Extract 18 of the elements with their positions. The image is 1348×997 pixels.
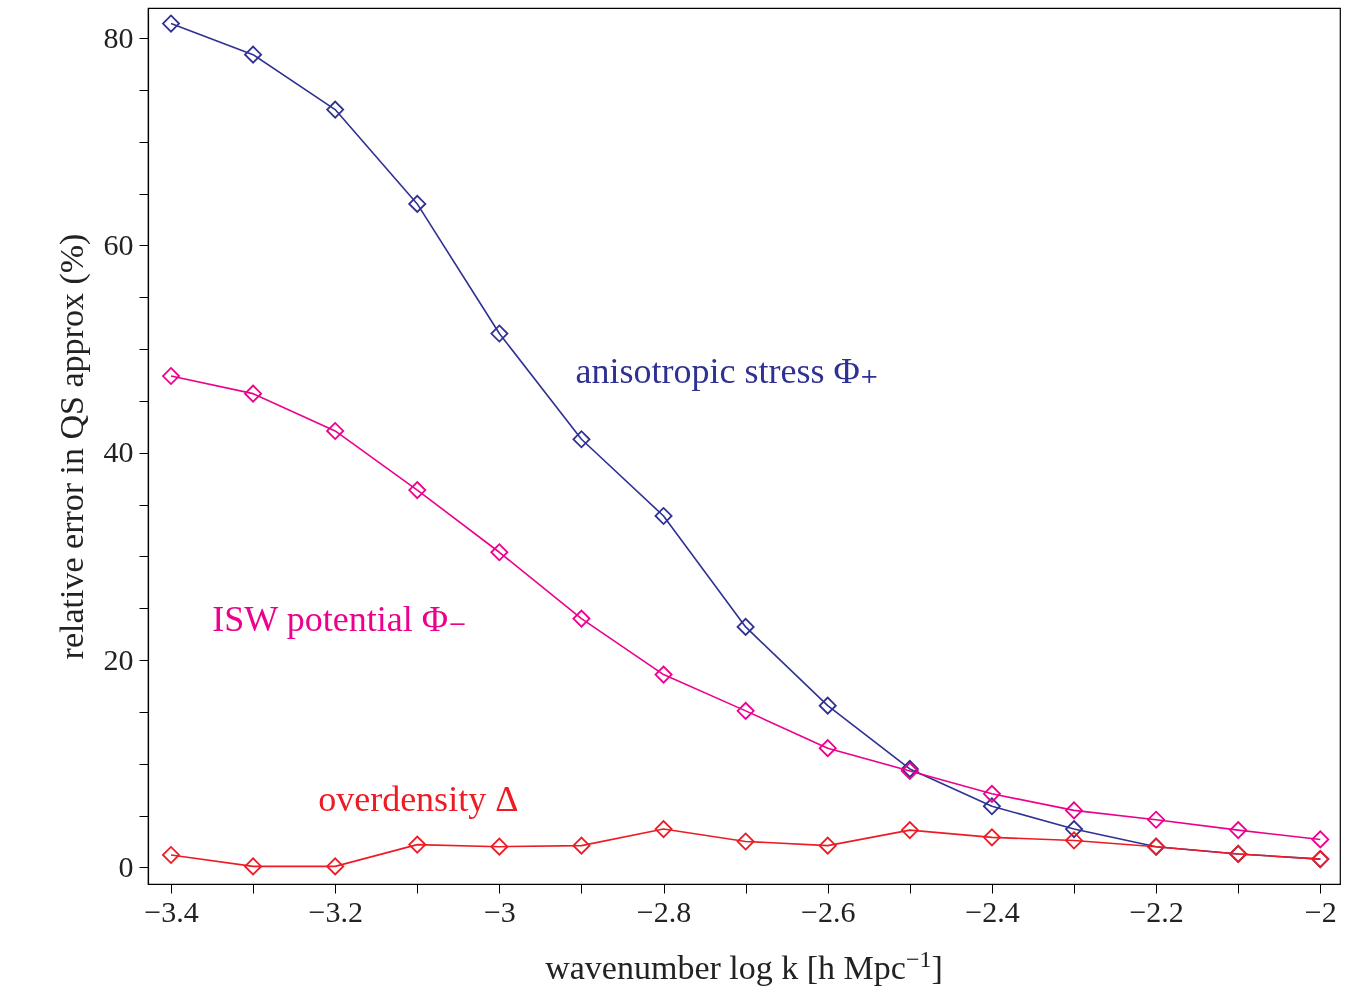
y-tick-label: 40 — [103, 435, 134, 469]
x-tick-label: −3.2 — [308, 894, 363, 928]
y-tick-label: 20 — [103, 642, 134, 676]
y-axis-title: relative error in QS approx (%) — [52, 233, 91, 660]
x-axis-title: wavenumber log k [h Mpc$^{−1}$] — [544, 945, 944, 988]
x-tick-label: −2.8 — [636, 894, 692, 928]
series-label: anisotropic stress Φ₊ — [575, 351, 879, 392]
x-tick-label: −3 — [483, 894, 516, 928]
x-tick-label: −2.6 — [801, 894, 856, 928]
y-tick-label: 80 — [103, 20, 134, 54]
x-tick-label: −2.4 — [965, 894, 1020, 928]
y-tick-label: 60 — [103, 227, 134, 261]
series-label: overdensity Δ — [318, 779, 519, 820]
x-tick-label: −3.4 — [144, 894, 199, 928]
x-tick-label: −2.2 — [1129, 894, 1184, 928]
series-label: ISW potential Φ₋ — [212, 599, 467, 640]
x-tick-label: −2 — [1304, 894, 1337, 928]
y-tick-label: 0 — [118, 849, 134, 883]
